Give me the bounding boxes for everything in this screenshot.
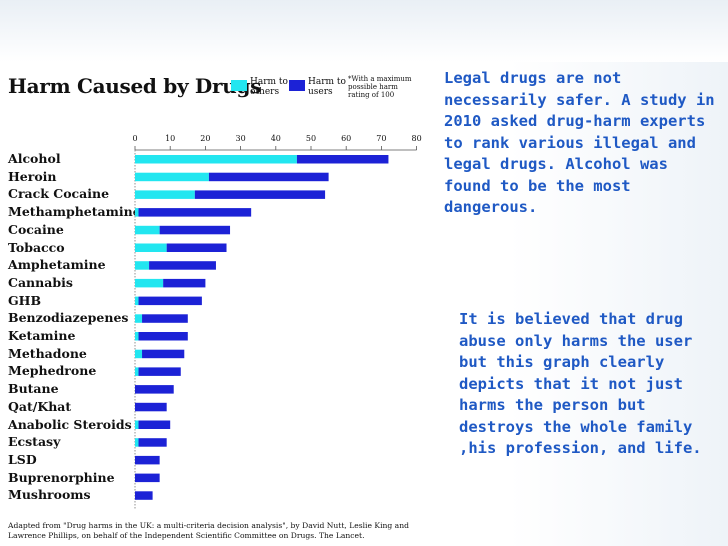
- slide-header-band: [0, 0, 728, 62]
- x-tick-label-50: 50: [305, 134, 317, 143]
- category-label-ghb: GHB: [8, 292, 42, 308]
- slide-text-bottom: It is believed that drug abuse only harm…: [459, 310, 702, 457]
- chart-source: Adapted from "Drug harms in the UK: a mu…: [8, 521, 409, 540]
- bar-buprenorphine-harm-to-users: [135, 473, 160, 483]
- category-label-mephedrone: Mephedrone: [8, 363, 97, 379]
- bar-anabolic-steroids-harm-to-others: [135, 420, 139, 429]
- bar-mephedrone-harm-to-users: [138, 367, 181, 376]
- chart-panel: [0, 62, 438, 546]
- legend-swatch-harm-to-others: [231, 80, 247, 91]
- bar-lsd-harm-to-users: [135, 455, 160, 465]
- bar-heroin-harm-to-others: [135, 172, 209, 182]
- bar-tobacco-harm-to-others: [135, 243, 167, 252]
- bar-anabolic-steroids-harm-to-users: [138, 420, 171, 429]
- chart-note: *With a maximum possible harm rating of …: [348, 75, 412, 99]
- category-label-alcohol: Alcohol: [8, 151, 61, 166]
- x-tick-label-60: 60: [341, 134, 352, 143]
- bar-amphetamine-harm-to-users: [149, 261, 216, 270]
- category-label-benzodiazepenes: Benzodiazepenes: [8, 310, 129, 326]
- category-label-anabolic-steroids: Anabolic Steroids: [8, 416, 132, 432]
- legend-swatch-harm-to-users: [289, 80, 305, 91]
- x-tick-label-10: 10: [165, 134, 176, 143]
- x-tick-label-20: 20: [200, 134, 211, 143]
- category-label-heroin: Heroin: [8, 168, 57, 184]
- bar-methamphetamine-harm-to-users: [138, 208, 252, 217]
- x-tick-label-80: 80: [411, 134, 422, 143]
- category-label-methamphetamine: Methamphetamine: [8, 204, 141, 220]
- category-label-methadone: Methadone: [8, 345, 87, 361]
- bar-mushrooms-harm-to-users: [135, 491, 153, 500]
- category-label-tobacco: Tobacco: [8, 239, 65, 255]
- bar-ketamine-harm-to-others: [135, 332, 139, 341]
- bar-alcohol-harm-to-others: [135, 155, 297, 164]
- bar-cannabis-harm-to-others: [135, 278, 164, 288]
- bar-methadone-harm-to-users: [142, 349, 185, 359]
- category-label-buprenorphine: Buprenorphine: [8, 469, 115, 485]
- bar-qat-khat-harm-to-users: [135, 402, 167, 412]
- bar-butane-harm-to-users: [135, 385, 174, 394]
- bar-ghb-harm-to-others: [135, 296, 139, 306]
- bar-cannabis-harm-to-users: [163, 278, 206, 288]
- bar-ghb-harm-to-users: [138, 296, 202, 306]
- bar-ketamine-harm-to-users: [138, 332, 188, 341]
- bar-chart: [134, 146, 418, 509]
- bar-alcohol-harm-to-users: [296, 155, 389, 164]
- x-tick-label-40: 40: [270, 134, 281, 143]
- bar-ecstasy-harm-to-users: [138, 438, 167, 447]
- category-label-lsd: LSD: [8, 451, 37, 467]
- bar-benzodiazepenes-harm-to-users: [142, 314, 188, 323]
- bar-benzodiazepenes-harm-to-others: [135, 314, 143, 323]
- bar-tobacco-harm-to-users: [166, 243, 227, 252]
- bar-crack-cocaine-harm-to-others: [135, 190, 195, 199]
- category-label-cannabis: Cannabis: [8, 274, 73, 290]
- category-label-qat-khat: Qat/Khat: [8, 398, 72, 414]
- x-tick-label-30: 30: [235, 134, 246, 143]
- bar-cocaine-harm-to-others: [135, 225, 160, 235]
- legend-label-harm-to-others: Harm to others: [250, 77, 288, 97]
- category-label-ketamine: Ketamine: [8, 328, 76, 343]
- bar-heroin-harm-to-users: [208, 172, 329, 182]
- slide-text-top: Legal drugs are not necessarily safer. A…: [444, 69, 715, 216]
- x-tick-label-70: 70: [376, 134, 387, 143]
- bar-methamphetamine-harm-to-others: [135, 208, 139, 217]
- category-label-crack-cocaine: Crack Cocaine: [8, 186, 110, 202]
- category-label-butane: Butane: [8, 381, 59, 397]
- bar-crack-cocaine-harm-to-users: [194, 190, 326, 199]
- bar-methadone-harm-to-others: [135, 349, 143, 359]
- category-label-cocaine: Cocaine: [8, 221, 64, 237]
- bar-ecstasy-harm-to-others: [135, 438, 139, 447]
- chart-title: Harm Caused by Drugs: [8, 74, 262, 98]
- category-label-ecstasy: Ecstasy: [8, 434, 61, 450]
- bar-cocaine-harm-to-users: [159, 225, 231, 235]
- category-label-mushrooms: Mushrooms: [8, 487, 91, 503]
- x-tick-label-0: 0: [132, 134, 138, 143]
- legend-label-harm-to-users: Harm to users: [308, 77, 346, 97]
- category-label-amphetamine: Amphetamine: [8, 257, 106, 273]
- bar-amphetamine-harm-to-others: [135, 261, 150, 270]
- bar-mephedrone-harm-to-others: [135, 367, 139, 376]
